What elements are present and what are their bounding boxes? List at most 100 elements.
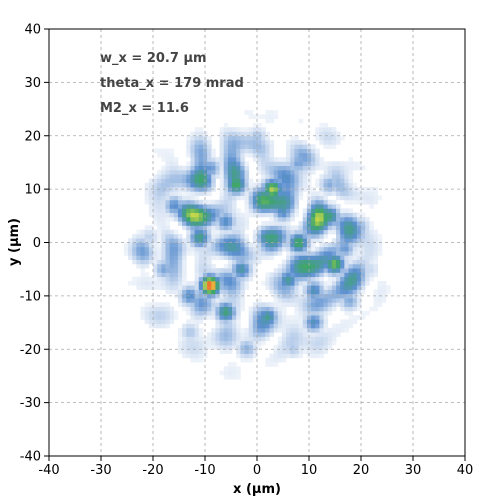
heatmap-cell <box>219 327 225 333</box>
heatmap-cell <box>286 144 291 149</box>
heatmap-cell <box>281 229 287 235</box>
heatmap-cell <box>153 221 158 226</box>
heatmap-cell <box>177 285 183 290</box>
heatmap-cell <box>219 131 225 137</box>
heatmap-cell <box>157 225 162 231</box>
heatmap-cell <box>340 225 345 231</box>
heatmap-cell <box>327 280 333 286</box>
heatmap-cell <box>340 323 345 329</box>
heatmap-cell <box>165 233 171 239</box>
heatmap-cell <box>286 229 291 235</box>
heatmap-cell <box>223 144 229 149</box>
heatmap-cell <box>161 229 166 235</box>
heatmap-cell <box>198 276 204 282</box>
heatmap-cell <box>286 302 291 307</box>
heatmap-cell <box>319 182 324 188</box>
heatmap-cell <box>306 212 312 218</box>
heatmap-cell <box>315 268 320 273</box>
heatmap-cell <box>269 195 275 201</box>
heatmap-cell <box>261 319 266 325</box>
heatmap-cell <box>315 298 320 303</box>
heatmap-cell <box>290 255 295 260</box>
heatmap-cell <box>227 255 233 260</box>
heatmap-cell <box>161 323 166 329</box>
heatmap-cell <box>340 178 345 184</box>
heatmap-cell <box>352 315 358 320</box>
heatmap-cell <box>286 182 291 188</box>
heatmap-cell <box>219 221 225 226</box>
heatmap-cell <box>302 157 308 162</box>
heatmap-cell <box>319 229 324 235</box>
heatmap-cell <box>315 340 320 346</box>
heatmap-cell <box>161 148 166 154</box>
heatmap-cell <box>240 212 245 218</box>
heatmap-cell <box>373 238 379 243</box>
heatmap-cell <box>194 152 200 158</box>
heatmap-cell <box>377 251 383 256</box>
heatmap-cell <box>302 178 308 184</box>
heatmap-cell <box>198 306 204 312</box>
heatmap-cell <box>290 199 295 205</box>
heatmap-cell <box>198 127 204 132</box>
heatmap-cell <box>223 251 229 256</box>
heatmap-cell <box>315 353 320 359</box>
heatmap-cell <box>319 340 324 346</box>
heatmap-cell <box>219 216 225 222</box>
heatmap-cell <box>269 285 275 290</box>
heatmap-cell <box>190 157 195 162</box>
heatmap-cell <box>173 272 179 278</box>
heatmap-cell <box>298 152 304 158</box>
heatmap-cell <box>173 280 179 286</box>
heatmap-cell <box>244 353 250 359</box>
heatmap-cell <box>281 178 287 184</box>
heatmap-cell <box>240 161 245 167</box>
heatmap-cell <box>252 332 258 337</box>
heatmap-cell <box>157 319 162 325</box>
heatmap-cell <box>136 259 141 265</box>
heatmap-cell <box>340 289 345 295</box>
heatmap-cell <box>219 148 225 154</box>
heatmap-cell <box>236 127 241 132</box>
heatmap-cell <box>323 306 329 312</box>
heatmap-cell <box>298 280 304 286</box>
heatmap-cell <box>315 216 320 222</box>
heatmap-cell <box>323 127 329 132</box>
heatmap-cell <box>227 263 233 269</box>
heatmap-cell <box>352 298 358 303</box>
heatmap-cell <box>240 140 245 145</box>
heatmap-cell <box>323 233 329 239</box>
heatmap-cell <box>356 315 362 320</box>
heatmap-cell <box>194 195 200 201</box>
heatmap-cell <box>244 280 250 286</box>
heatmap-cell <box>261 238 266 243</box>
heatmap-cell <box>319 122 324 128</box>
heatmap-cell <box>331 332 337 337</box>
heatmap-cell <box>248 152 254 158</box>
heatmap-cell <box>277 157 283 162</box>
heatmap-cell <box>302 212 308 218</box>
heatmap-cell <box>315 161 320 167</box>
heatmap-cell <box>311 315 316 320</box>
heatmap-cell <box>361 246 366 252</box>
heatmap-cell <box>269 289 275 295</box>
heatmap-cell <box>169 306 175 312</box>
heatmap-cell <box>273 178 279 184</box>
heatmap-cell <box>198 225 204 231</box>
heatmap-cell <box>198 285 204 290</box>
heatmap-cell <box>148 225 154 231</box>
heatmap-cell <box>252 323 258 329</box>
heatmap-cell <box>277 238 283 243</box>
heatmap-cell <box>215 276 220 282</box>
heatmap-cell <box>298 221 304 226</box>
heatmap-cell <box>202 212 208 218</box>
heatmap-cell <box>311 310 316 316</box>
heatmap-cell <box>177 276 183 282</box>
heatmap-cell <box>144 225 150 231</box>
heatmap-cell <box>319 276 324 282</box>
heatmap-cell <box>319 127 324 132</box>
heatmap-cell <box>281 336 287 342</box>
heatmap-cell <box>261 323 266 329</box>
heatmap-cell <box>352 280 358 286</box>
heatmap-cell <box>331 165 337 171</box>
heatmap-cell <box>298 323 304 329</box>
